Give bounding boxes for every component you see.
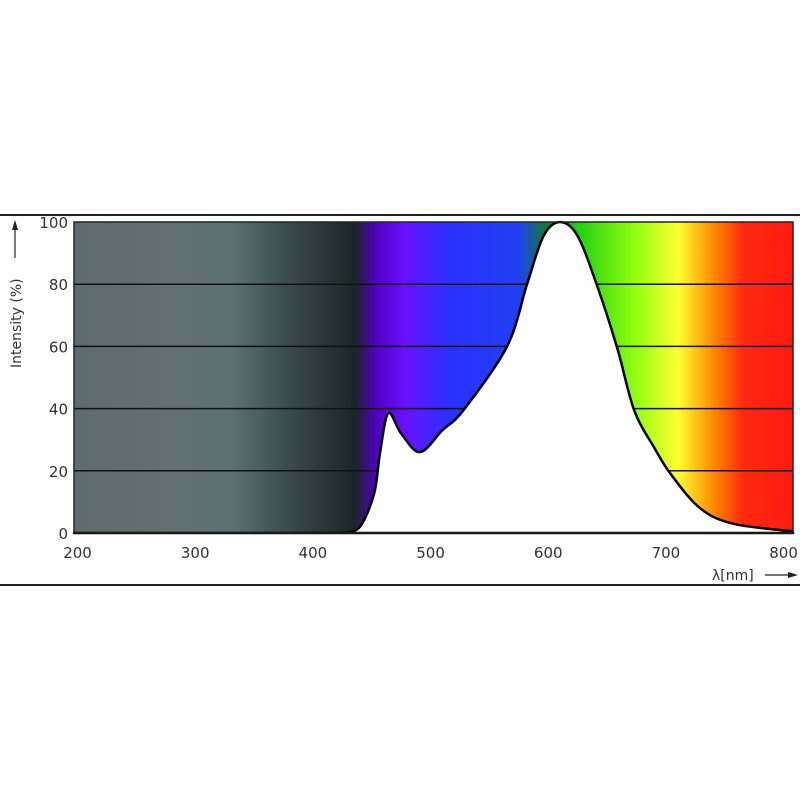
- x-tick-label: 400: [299, 544, 328, 562]
- x-axis-arrowhead-icon: [788, 572, 798, 578]
- y-axis-arrowhead-icon: [12, 220, 18, 230]
- x-tick-label: 200: [63, 544, 92, 562]
- y-tick-label: 80: [49, 276, 68, 294]
- x-tick-label: 700: [652, 544, 681, 562]
- y-tick-label: 60: [49, 338, 68, 356]
- intensity-curve: [72, 220, 795, 535]
- x-tick-label: 800: [769, 544, 798, 562]
- y-axis-label: Intensity (%): [9, 278, 25, 368]
- plot-frame: [73, 221, 794, 534]
- x-tick-label: 600: [534, 544, 563, 562]
- x-tick-label: 500: [416, 544, 445, 562]
- y-tick-label: 0: [58, 525, 68, 543]
- x-axis-label: λ[nm]: [712, 568, 754, 584]
- y-tick-label: 100: [39, 214, 68, 232]
- y-tick-label: 40: [49, 401, 68, 419]
- y-tick-label: 20: [49, 463, 68, 481]
- x-tick-label: 300: [181, 544, 210, 562]
